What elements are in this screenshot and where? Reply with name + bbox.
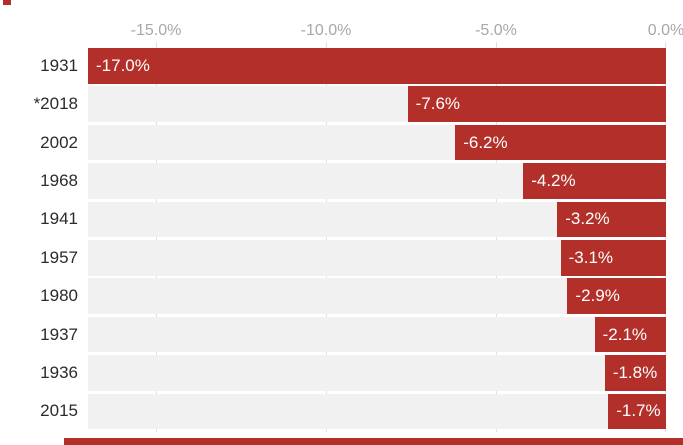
axis-tick-label: -10.0%: [300, 22, 352, 39]
value-bar: -3.1%: [560, 239, 666, 276]
table-row: -7.6%: [88, 86, 666, 124]
bar-value-label: -1.7%: [616, 401, 661, 421]
axis-tick-label: -15.0%: [130, 22, 182, 39]
category-label: 1937: [40, 324, 78, 344]
category-labels-column: 1931 *2018 2002 1968 1941 1957 1980 1937 1936 201…: [0, 48, 78, 432]
bar-value-label: -2.9%: [575, 286, 620, 306]
bar-value-label: -1.8%: [612, 362, 658, 382]
plot-area: -17.0% -7.6% -6.2% -4.2% -3.2% -3.1% -2.…: [88, 42, 666, 432]
category-label: 1980: [40, 286, 78, 306]
bar-value-label: -17.0%: [96, 55, 150, 75]
category-label: 1968: [40, 170, 78, 190]
table-row: -6.2%: [88, 124, 666, 163]
value-bar: -1.7%: [608, 393, 666, 430]
category-label: 2002: [40, 132, 78, 152]
value-bar: -1.8%: [604, 355, 666, 391]
category-label: 1941: [40, 209, 78, 229]
row-background: [88, 355, 666, 391]
value-bar: -2.1%: [594, 316, 666, 353]
bar-value-label: -3.2%: [565, 209, 610, 229]
category-label: 2015: [40, 401, 78, 421]
bar-value-label: -2.1%: [602, 324, 648, 344]
table-row: -1.7%: [88, 393, 666, 432]
value-bar: -6.2%: [455, 124, 666, 161]
table-row: -4.2%: [88, 163, 666, 201]
value-bar: -17.0%: [88, 48, 666, 84]
category-label: 1936: [40, 362, 78, 382]
axis-tick-label: -5.0%: [475, 22, 517, 39]
bar-rows: -17.0% -7.6% -6.2% -4.2% -3.2% -3.1% -2.…: [88, 48, 666, 432]
bar-value-label: -6.2%: [463, 132, 508, 152]
table-row: -1.8%: [88, 355, 666, 393]
value-bar: -7.6%: [407, 86, 666, 122]
table-row: -2.1%: [88, 316, 666, 355]
table-row: -17.0%: [88, 48, 666, 86]
value-bar: -2.9%: [567, 278, 666, 314]
cropped-red-fragment-top-left: [3, 0, 11, 5]
value-bar: -3.2%: [557, 201, 666, 238]
x-axis: -15.0% -10.0% -5.0% 0.0%: [88, 16, 683, 40]
bar-value-label: -3.1%: [568, 247, 614, 267]
table-row: -3.1%: [88, 239, 666, 278]
bar-value-label: -7.6%: [415, 94, 461, 114]
row-background: [88, 393, 666, 430]
row-background: [88, 316, 666, 353]
axis-tick-label: 0.0%: [647, 22, 683, 39]
bar-value-label: -4.2%: [531, 170, 576, 190]
table-row: -3.2%: [88, 201, 666, 240]
category-label: 1931: [40, 55, 78, 75]
value-bar: -4.2%: [523, 163, 666, 199]
category-label: *2018: [33, 94, 78, 114]
category-label: 1957: [40, 247, 78, 267]
cropped-red-fragment-bottom: [64, 438, 683, 445]
table-row: -2.9%: [88, 278, 666, 316]
